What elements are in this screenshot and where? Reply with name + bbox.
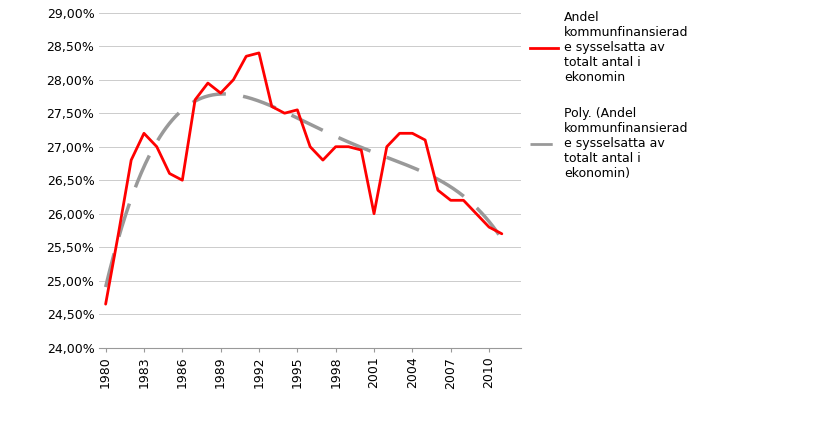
Legend: Andel
kommunfinansierad
e sysselsatta av
totalt antal i
ekonomin, Poly. (Andel
k: Andel kommunfinansierad e sysselsatta av… xyxy=(525,6,694,184)
